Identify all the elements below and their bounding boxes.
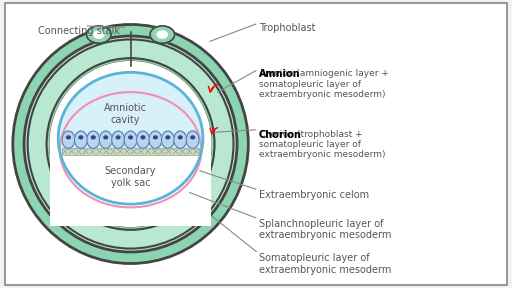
Text: Splanchnopleuric layer of
extraembryonic mesoderm: Splanchnopleuric layer of extraembryonic… [259,219,391,240]
Ellipse shape [62,131,75,148]
Text: Connecting stalk: Connecting stalk [38,26,120,36]
Text: Chorion (trophoblast +
somatopleuric layer of
extraembryonic mesoderm): Chorion (trophoblast + somatopleuric lay… [259,130,385,159]
Ellipse shape [174,131,187,148]
Ellipse shape [87,131,100,148]
Ellipse shape [157,31,167,38]
Bar [62,148,199,155]
Ellipse shape [124,131,137,148]
Ellipse shape [47,58,215,230]
Text: Extraembryonic celom: Extraembryonic celom [259,190,369,200]
Text: Amnion (amniogenic layer +
somatopleuric layer of
extraembryonic mesoderm): Amnion (amniogenic layer + somatopleuric… [259,69,389,99]
Ellipse shape [67,136,70,139]
Ellipse shape [94,31,104,38]
Ellipse shape [99,131,112,148]
Ellipse shape [50,62,211,226]
Text: Chorion: Chorion [259,130,302,140]
Ellipse shape [74,131,87,148]
Ellipse shape [13,24,248,264]
Ellipse shape [129,136,132,139]
Ellipse shape [112,131,124,148]
Ellipse shape [149,131,162,148]
Ellipse shape [28,39,233,249]
Text: Amnion: Amnion [259,69,300,79]
Text: Amniotic
cavity: Amniotic cavity [104,103,147,124]
Ellipse shape [87,26,111,43]
Ellipse shape [166,136,169,139]
Ellipse shape [92,136,95,139]
Text: Trophoblast: Trophoblast [259,23,315,33]
Ellipse shape [137,131,150,148]
Text: Secondary
yolk sac: Secondary yolk sac [105,166,156,188]
Text: Somatopleuric layer of
extraembryonic mesoderm: Somatopleuric layer of extraembryonic me… [259,253,391,275]
Ellipse shape [141,136,145,139]
Ellipse shape [116,136,120,139]
Ellipse shape [104,136,108,139]
Bar [50,151,211,226]
Ellipse shape [161,131,174,148]
Ellipse shape [186,131,199,148]
Ellipse shape [60,74,201,203]
Ellipse shape [179,136,182,139]
Ellipse shape [79,136,82,139]
Ellipse shape [150,26,175,43]
Ellipse shape [24,36,237,252]
Ellipse shape [154,136,157,139]
Ellipse shape [191,136,195,139]
